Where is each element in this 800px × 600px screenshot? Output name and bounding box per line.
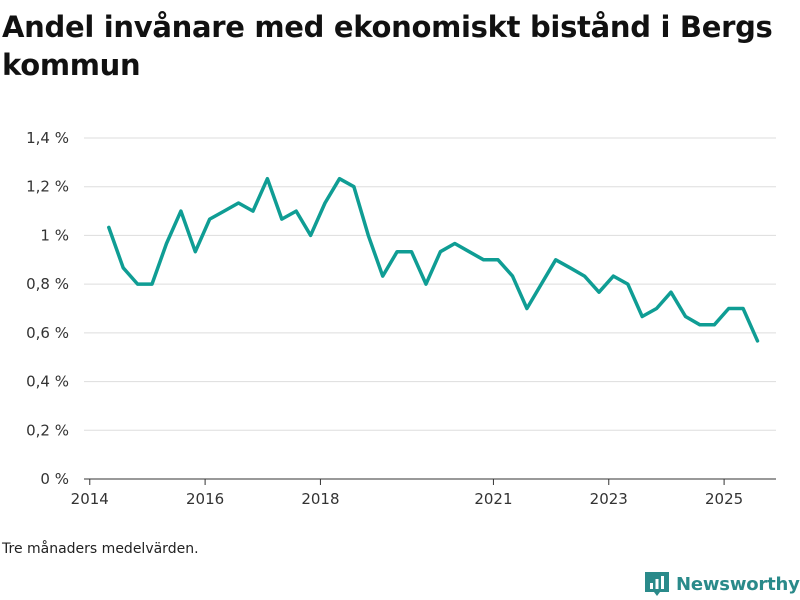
newsworthy-logo-icon <box>645 572 669 596</box>
y-tick-label: 0,4 % <box>26 373 69 391</box>
x-tick-label: 2018 <box>301 490 339 508</box>
chart-title: Andel invånare med ekonomiskt bistånd i … <box>2 10 773 82</box>
y-tick-label: 0 % <box>40 470 69 488</box>
y-tick-label: 0,8 % <box>26 275 69 293</box>
x-axis-ticks <box>89 479 725 485</box>
y-tick-label: 0,2 % <box>26 421 69 439</box>
x-tick-label: 2025 <box>705 490 743 508</box>
y-tick-label: 1 % <box>40 226 69 244</box>
x-tick-label: 2014 <box>71 490 109 508</box>
y-tick-label: 1,4 % <box>26 129 69 147</box>
y-axis-tick-labels: 0 % 0,2 % 0,4 % 0,6 % 0,8 % 1 % 1,2 % 1,4 % <box>26 129 69 488</box>
y-tick-label: 1,2 % <box>26 178 69 196</box>
brand-name: Newsworthy <box>676 573 800 595</box>
brand-logo: Newsworthy <box>644 568 800 600</box>
x-tick-label: 2021 <box>474 490 512 508</box>
footnote: Tre månaders medelvärden. <box>2 541 199 557</box>
series-group <box>107 176 760 343</box>
gridlines <box>84 137 776 431</box>
series-line <box>107 176 760 343</box>
x-tick-label: 2023 <box>590 490 628 508</box>
x-tick-label: 2016 <box>186 490 224 508</box>
x-axis-tick-labels: 2014 2016 2018 2021 2023 2025 <box>71 490 744 508</box>
y-tick-label: 0,6 % <box>26 324 69 342</box>
